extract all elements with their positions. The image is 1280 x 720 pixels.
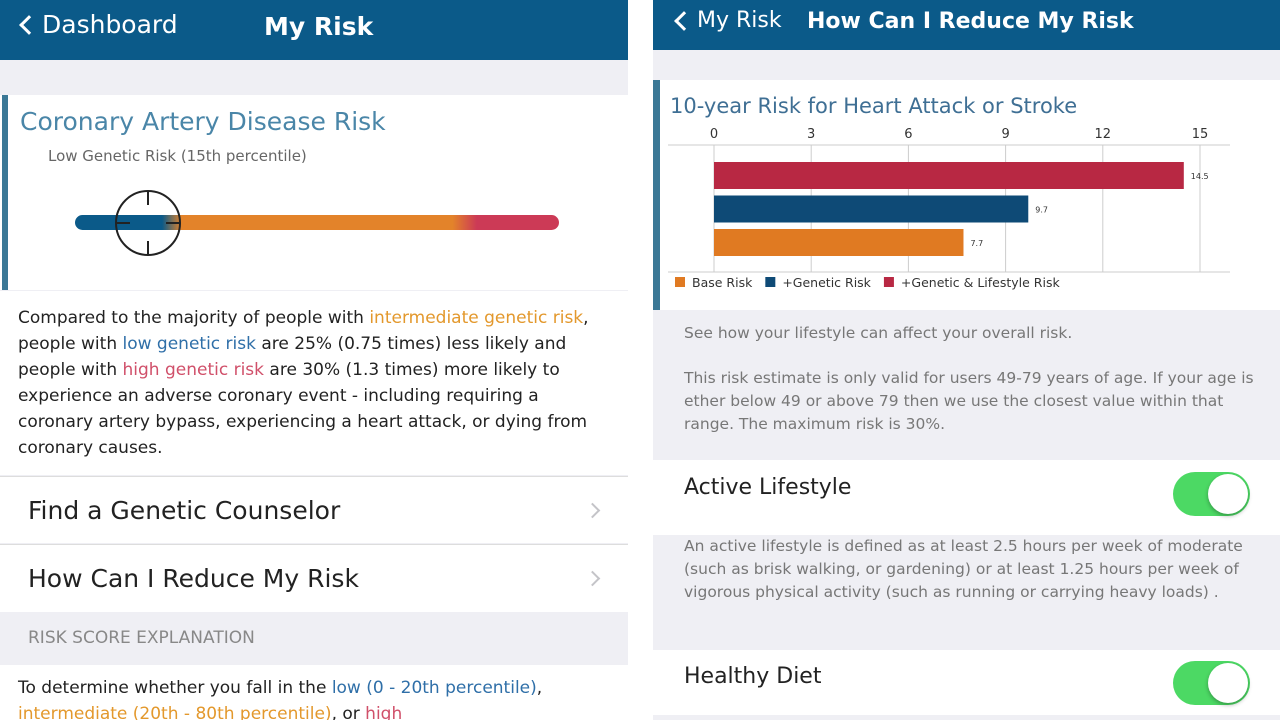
legend-swatch [765,277,776,287]
back-label: Dashboard [42,10,178,39]
tick-label: 12 [1095,127,1112,142]
setting-label: Healthy Diet [684,664,822,689]
crosshair-marker-icon [114,190,181,256]
data-label: 7.7 [970,239,983,248]
tick-label: 0 [710,127,718,142]
card-accent-bar [653,80,660,310]
row-label: How Can I Reduce My Risk [28,564,359,593]
chevron-right-icon [584,502,601,518]
risk-chart-card: 10-year Risk for Heart Attack or Stroke … [653,80,1280,310]
reduce-risk-row[interactable]: How Can I Reduce My Risk [0,544,628,612]
legend-entry: +Genetic Risk [782,275,871,290]
card-subtitle: Low Genetic Risk (15th percentile) [48,147,307,165]
chevron-left-icon [19,14,39,35]
legend-swatch [675,277,685,287]
page-title: My Risk [264,12,374,41]
chart-title: 10-year Risk for Heart Attack or Stroke [670,94,1078,118]
risk-comparison-text: Compared to the majority of people with … [0,291,628,475]
my-risk-screen: Dashboard My Risk Coronary Artery Diseas… [0,0,628,720]
active-lifestyle-description: An active lifestyle is defined as at lea… [684,537,1243,601]
tick-label: 6 [904,127,912,142]
back-button[interactable]: My Risk [673,8,782,33]
page-title: How Can I Reduce My Risk [807,9,1134,34]
nav-bar: My Risk How Can I Reduce My Risk [653,0,1280,50]
find-genetic-counselor-row[interactable]: Find a Genetic Counselor [0,476,628,543]
card-accent-bar [2,95,8,290]
legend-entry: Base Risk [692,275,753,290]
risk-card: Coronary Artery Disease Risk Low Genetic… [0,95,628,290]
setting-label: Active Lifestyle [684,475,852,500]
chevron-right-icon [584,570,601,587]
reduce-risk-screen: My Risk How Can I Reduce My Risk 10-year… [653,0,1280,720]
back-button[interactable]: Dashboard [16,10,178,39]
explanation-text: To determine whether you fall in the low… [0,665,628,720]
age-note: This risk estimate is only valid for use… [684,369,1254,433]
bar--genetic-risk [714,195,1029,223]
back-label: My Risk [697,8,782,33]
healthy-diet-toggle[interactable] [1173,661,1250,705]
tick-label: 3 [807,127,815,142]
info-text: See how your lifestyle can affect your o… [684,322,1260,436]
bar--genetic-lifestyle-risk [714,162,1184,189]
row-label: Find a Genetic Counselor [28,495,341,525]
card-title: Coronary Artery Disease Risk [20,107,386,136]
active-lifestyle-toggle[interactable] [1173,472,1250,516]
legend-entry: +Genetic & Lifestyle Risk [901,275,1061,290]
tick-label: 9 [1001,127,1009,142]
risk-bar-chart: 0 3 6 9 12 15 14.5 9.7 7.7 Base Risk +Genetic Risk… [668,127,1230,290]
intro-text: See how your lifestyle can affect your o… [684,324,1073,342]
chevron-left-icon [674,10,694,31]
legend-swatch [883,277,894,287]
bar-base-risk [714,229,964,256]
nav-bar: Dashboard My Risk [0,0,628,60]
data-label: 14.5 [1191,172,1209,181]
healthy-diet-row: Healthy Diet [653,650,1280,715]
data-label: 9.7 [1035,206,1048,215]
risk-slider-track [75,215,559,230]
active-lifestyle-row: Active Lifestyle [653,460,1280,535]
tick-label: 15 [1192,127,1209,142]
section-header: RISK SCORE EXPLANATION [28,628,255,648]
